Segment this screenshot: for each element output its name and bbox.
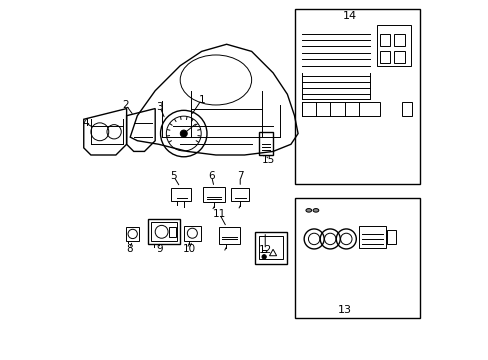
Text: 4: 4 (82, 118, 89, 128)
Bar (184, 226, 200, 241)
Text: 14: 14 (342, 11, 356, 21)
Bar (376, 24, 410, 66)
Bar (386, 230, 395, 244)
Bar (169, 227, 176, 237)
Text: 7: 7 (236, 171, 243, 181)
Text: 9: 9 (156, 244, 163, 253)
Text: 15: 15 (261, 156, 274, 165)
Bar (148, 219, 180, 244)
Text: 12: 12 (258, 245, 271, 255)
Bar (231, 188, 248, 202)
Text: 6: 6 (208, 171, 215, 181)
Bar (258, 132, 272, 155)
Bar (203, 187, 224, 202)
Text: 1: 1 (198, 95, 204, 105)
Circle shape (262, 255, 266, 259)
Ellipse shape (312, 208, 318, 212)
Circle shape (180, 130, 187, 137)
Bar (294, 9, 419, 184)
Bar (125, 227, 139, 241)
Bar (294, 198, 419, 318)
Text: 8: 8 (126, 244, 133, 253)
Bar (393, 51, 404, 63)
Bar (258, 236, 283, 259)
Text: 2: 2 (122, 100, 129, 110)
Bar (401, 102, 411, 116)
Bar (379, 33, 389, 46)
Bar (358, 226, 385, 248)
Text: 3: 3 (156, 102, 163, 112)
Bar (379, 51, 389, 63)
Bar (301, 102, 380, 116)
Text: 13: 13 (337, 305, 351, 315)
Bar (151, 222, 177, 242)
Bar (218, 227, 240, 244)
Text: 10: 10 (182, 244, 195, 253)
Text: 5: 5 (170, 171, 177, 181)
Text: 11: 11 (212, 209, 225, 219)
Ellipse shape (305, 208, 311, 212)
Bar (254, 232, 287, 264)
Bar (393, 33, 404, 46)
Bar (171, 188, 190, 202)
